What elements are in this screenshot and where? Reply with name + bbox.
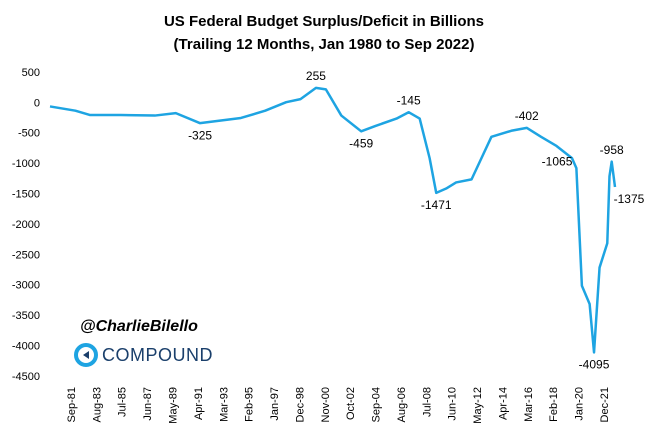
- y-tick-label: -2000: [12, 219, 40, 231]
- x-tick-label: Jun-87: [142, 387, 154, 421]
- data-label: -1375: [614, 192, 645, 206]
- x-tick-label: Jan-97: [269, 387, 281, 421]
- y-tick-label: -3000: [12, 280, 40, 292]
- x-tick-label: Feb-18: [548, 387, 560, 422]
- x-tick-label: Jul-08: [421, 387, 433, 417]
- x-tick-label: Sep-04: [371, 387, 383, 422]
- chart-title: US Federal Budget Surplus/Deficit in Bil…: [164, 13, 484, 30]
- y-tick-label: -2500: [12, 249, 40, 261]
- x-tick-label: Nov-00: [320, 387, 332, 422]
- data-label: -1065: [542, 154, 573, 168]
- data-label: -325: [188, 128, 212, 142]
- y-tick-label: -500: [18, 128, 40, 140]
- x-tick-label: Jun-10: [447, 387, 459, 421]
- data-label: -958: [600, 143, 624, 157]
- data-line: [49, 86, 617, 354]
- y-tick-label: 0: [34, 97, 40, 109]
- x-tick-label: Aug-83: [91, 387, 103, 422]
- y-tick-label: -3500: [12, 310, 40, 322]
- data-label: -4095: [579, 358, 610, 372]
- x-tick-label: Jan-20: [574, 387, 586, 421]
- watermark-handle: @CharlieBilello: [80, 318, 198, 335]
- y-tick-label: -1000: [12, 158, 40, 170]
- data-label: 255: [306, 69, 326, 83]
- x-tick-label: Mar-93: [218, 387, 230, 422]
- data-label: -145: [397, 93, 421, 107]
- data-label: -1471: [421, 198, 452, 212]
- watermark-brand: COMPOUND: [102, 345, 213, 365]
- x-tick-label: May-12: [472, 387, 484, 424]
- x-tick-label: Feb-95: [244, 387, 256, 422]
- chart-subtitle: (Trailing 12 Months, Jan 1980 to Sep 202…: [174, 36, 475, 53]
- x-tick-label: Apr-91: [193, 387, 205, 420]
- y-tick-label: -1500: [12, 189, 40, 201]
- y-tick-label: -4500: [12, 371, 40, 383]
- x-tick-label: Sep-81: [66, 387, 78, 422]
- x-tick-label: Oct-02: [345, 387, 357, 420]
- x-tick-label: Mar-16: [523, 387, 535, 422]
- x-tick-label: Apr-14: [497, 387, 509, 420]
- y-tick-label: 500: [22, 67, 40, 79]
- x-tick-label: Dec-98: [294, 387, 306, 422]
- x-tick-label: Dec-21: [599, 387, 611, 422]
- x-tick-label: Aug-06: [396, 387, 408, 422]
- brand-logo: [74, 343, 98, 367]
- data-label: -459: [349, 136, 373, 150]
- x-tick-label: Jul-85: [117, 387, 129, 417]
- y-tick-label: -4000: [12, 341, 40, 353]
- data-label: -402: [515, 109, 539, 123]
- x-tick-label: May-89: [168, 387, 180, 424]
